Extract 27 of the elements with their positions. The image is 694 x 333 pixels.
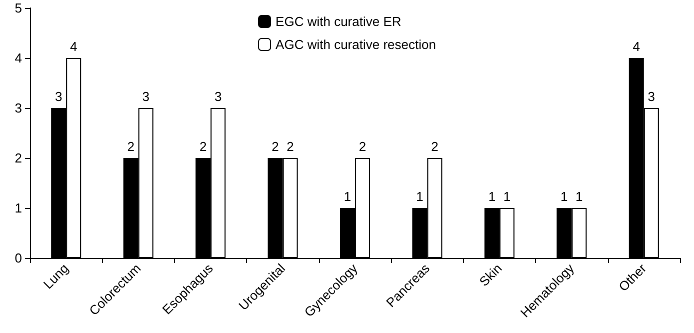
data-label: 1: [344, 189, 352, 204]
data-label: 3: [142, 89, 150, 104]
data-label: 1: [560, 189, 568, 204]
data-label: 1: [503, 189, 511, 204]
data-label: 2: [127, 139, 134, 154]
data-label: 1: [576, 189, 583, 204]
data-label: 2: [358, 139, 366, 154]
y-tick-label: 3: [14, 100, 22, 116]
data-label: 4: [70, 39, 78, 54]
legend-label: AGC with curative resection: [276, 37, 436, 52]
y-tick-label: 4: [14, 50, 22, 66]
y-tick-label: 5: [14, 0, 22, 16]
data-label: 2: [272, 139, 279, 154]
data-label: 4: [632, 39, 640, 54]
data-label: 1: [416, 189, 424, 204]
y-tick-label: 0: [14, 250, 22, 266]
data-label: 3: [54, 89, 62, 104]
data-label: 2: [286, 139, 294, 154]
x-tick-label: Skin: [476, 260, 505, 290]
y-tick-label: 1: [14, 200, 22, 216]
legend-label: EGC with curative ER: [276, 14, 402, 29]
data-label: 3: [214, 89, 222, 104]
data-label: 2: [199, 139, 207, 154]
data-label: 3: [648, 89, 656, 104]
data-label: 2: [431, 139, 438, 154]
y-tick-label: 2: [14, 150, 22, 166]
data-label: 1: [488, 189, 496, 204]
